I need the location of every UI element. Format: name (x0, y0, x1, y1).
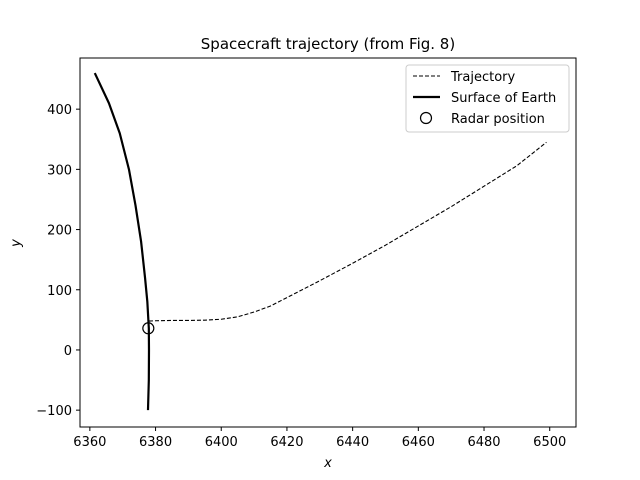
x-tick-label: 6400 (205, 435, 238, 450)
x-tick-label: 6440 (336, 435, 369, 450)
y-tick-label: 200 (47, 224, 72, 239)
radar-position-marker (142, 322, 155, 335)
x-tick-label: 6500 (533, 435, 566, 450)
x-tick-label: 6360 (73, 435, 106, 450)
axes: 6360 6380 6400 6420 6440 6460 6480 6500 −100 0 100… (36, 57, 577, 450)
legend-radar-marker (419, 111, 433, 125)
y-tick-label: 0 (64, 344, 72, 359)
x-axis-label: x (323, 456, 332, 471)
y-tick-label: 400 (47, 103, 72, 118)
axes-frame (79, 57, 577, 428)
y-tick-label: 300 (47, 163, 72, 178)
legend-label: Trajectory (450, 70, 515, 85)
y-axis-label: y (9, 239, 24, 248)
x-tick-label: 6380 (139, 435, 172, 450)
earth-surface-line (93, 72, 151, 411)
legend-label: Surface of Earth (451, 91, 556, 106)
x-tick-label: 6480 (467, 435, 500, 450)
y-tick-label: 100 (47, 284, 72, 299)
x-tick-label: 6420 (270, 435, 303, 450)
legend-label: Radar position (451, 112, 545, 127)
x-tick-label: 6460 (402, 435, 435, 450)
trajectory-line (148, 141, 547, 322)
chart-title: Spacecraft trajectory (from Fig. 8) (201, 35, 455, 53)
y-tick-label: −100 (36, 404, 72, 419)
legend: Trajectory Surface of Earth Radar position (405, 64, 570, 133)
legend-box (405, 64, 570, 133)
plot-area (93, 72, 547, 411)
